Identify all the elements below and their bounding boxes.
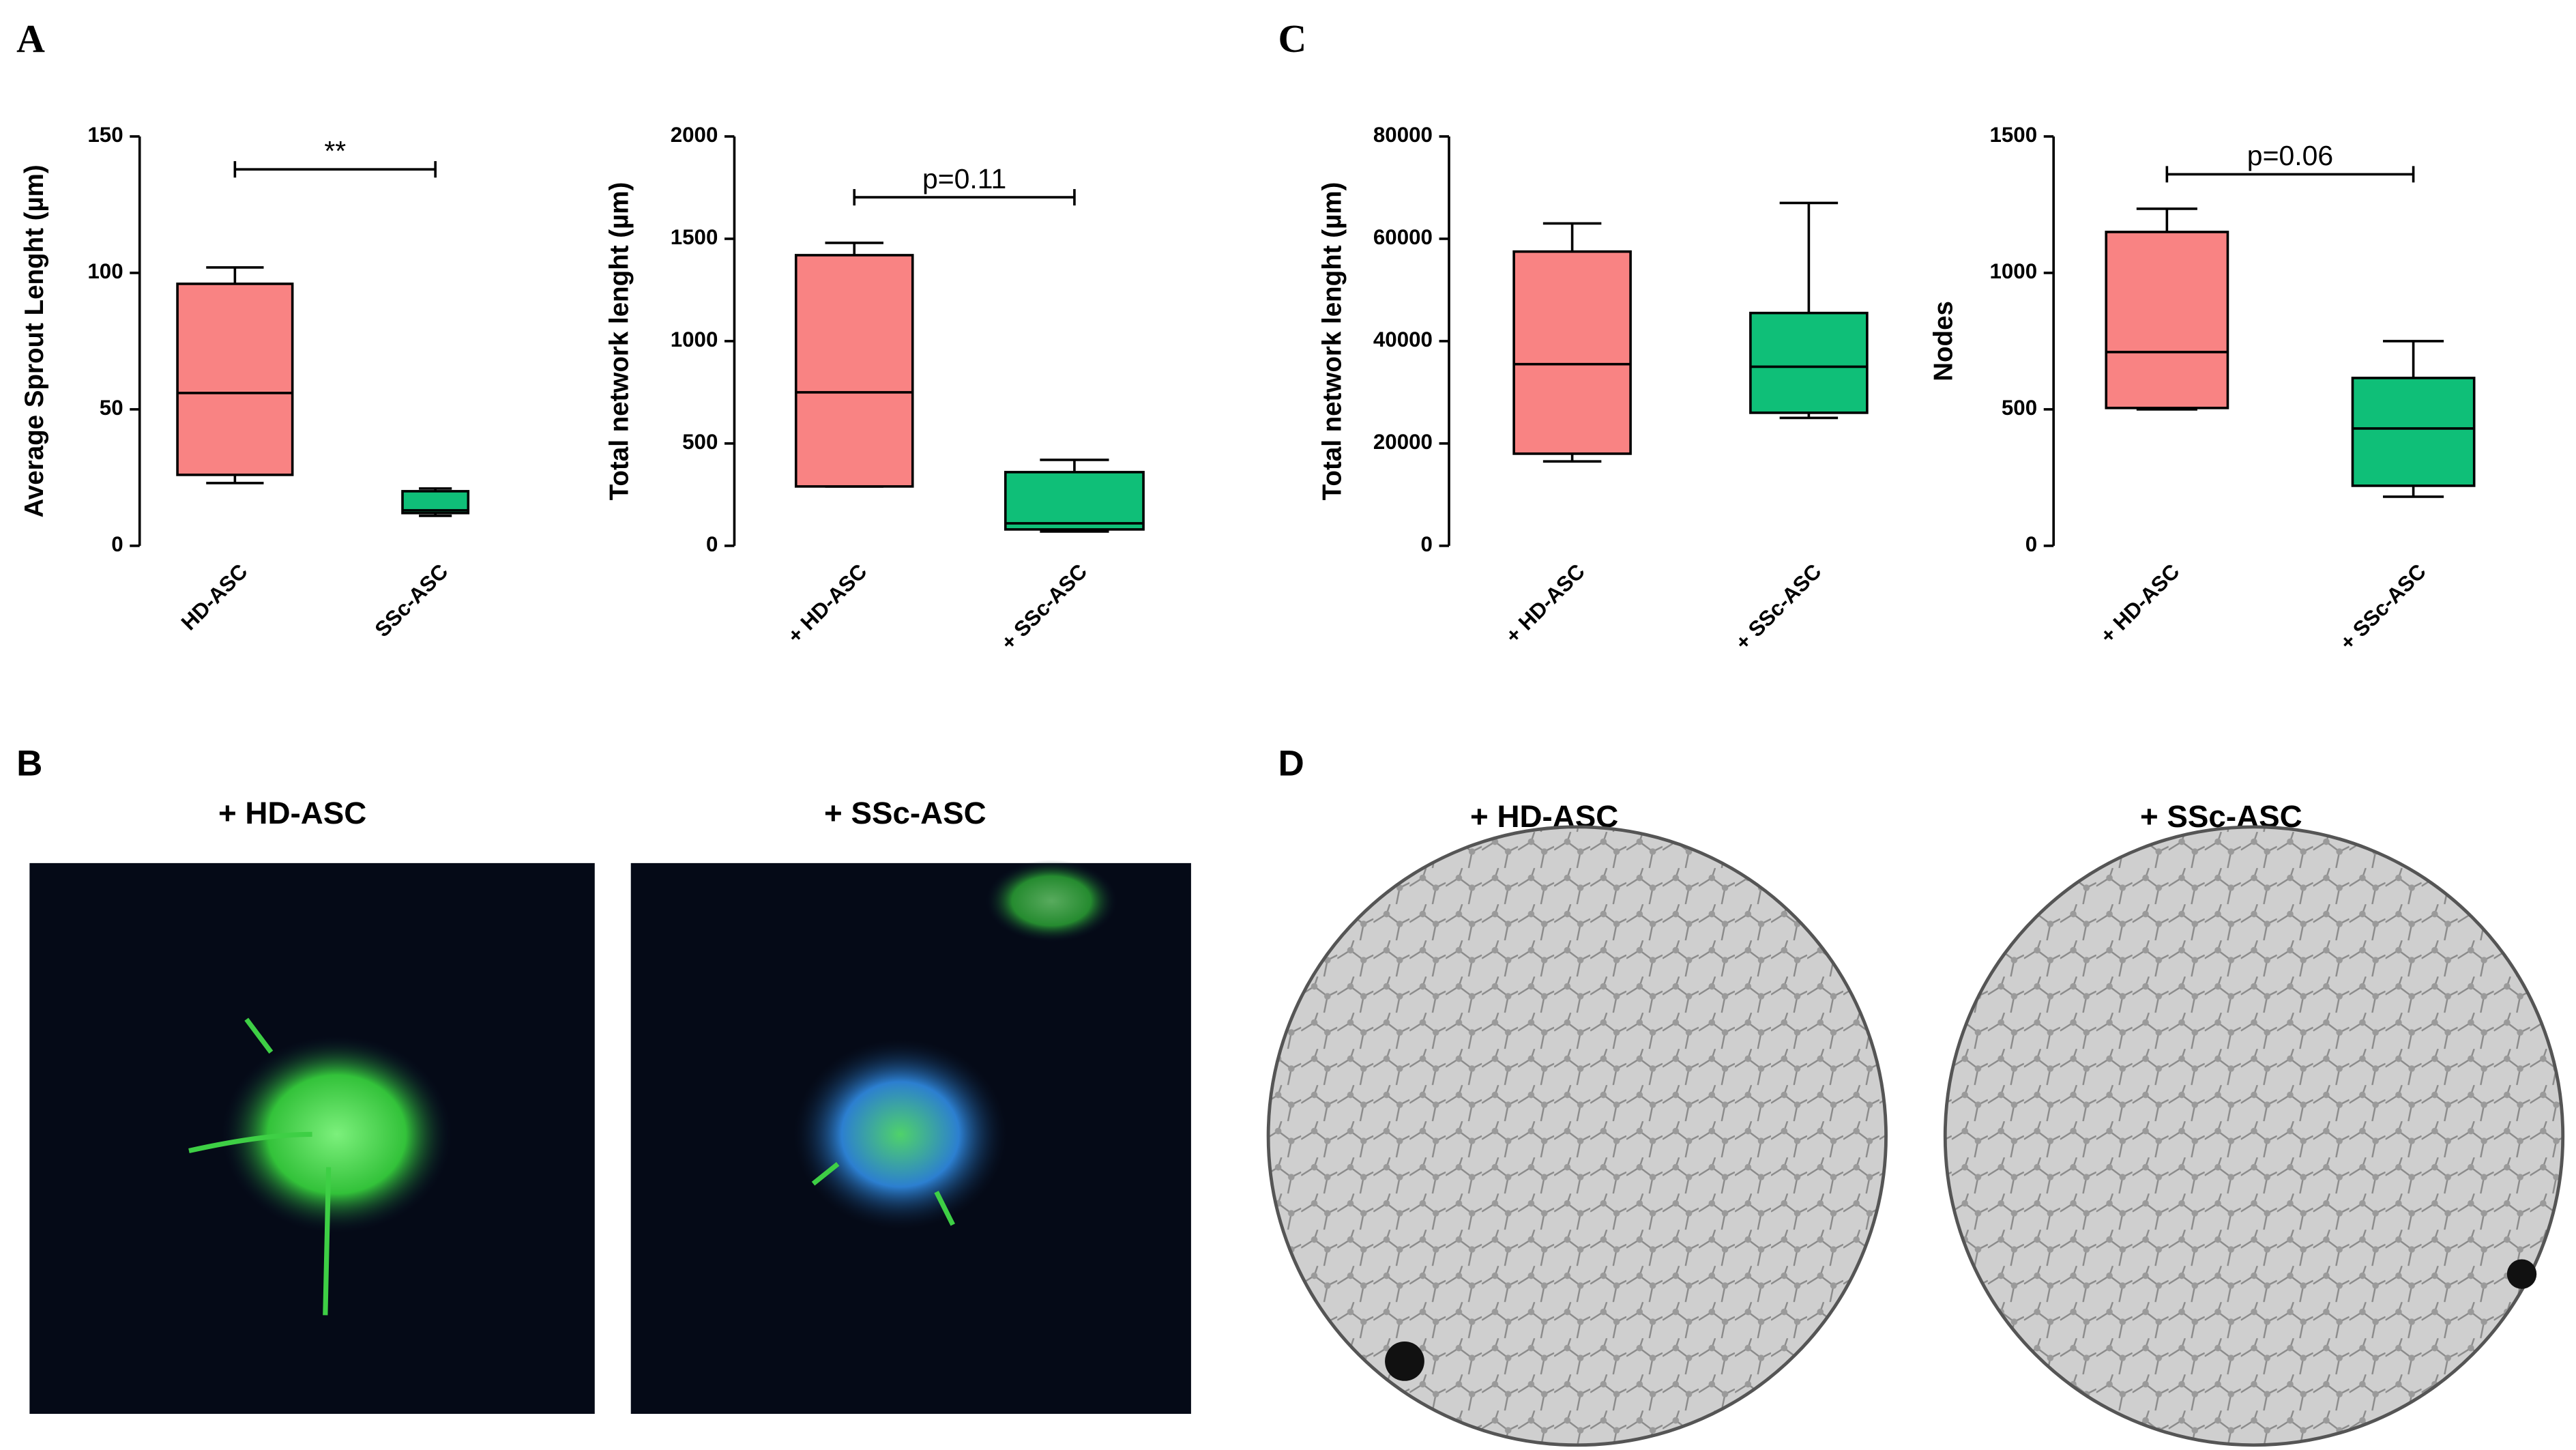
y-axis-label: Average Sprout Lenght (µm) [20, 164, 49, 517]
y-tick-label: 2000 [671, 123, 718, 147]
microscopy-image [1943, 825, 2565, 1447]
box [2105, 231, 2229, 409]
y-tick-label: 20000 [1373, 430, 1433, 454]
y-tick-label: 500 [2002, 396, 2037, 420]
annotation: p=0.11 [922, 163, 1006, 194]
box [176, 282, 294, 476]
x-tick-label: SSc-ASC [370, 560, 453, 642]
y-tick-label: 0 [111, 532, 123, 556]
panel-label: C [1278, 16, 1307, 61]
y-tick-label: 1000 [1990, 259, 2038, 283]
y-axis-label: Total network lenght (µm) [1318, 182, 1347, 501]
x-tick-label: + HD-ASC [1501, 560, 1590, 648]
sprout [188, 1017, 332, 1316]
box [2351, 377, 2476, 487]
panel-label: A [16, 16, 45, 61]
y-tick-label: 60000 [1373, 225, 1433, 249]
y-tick-label: 40000 [1373, 328, 1433, 351]
x-tick-label: + HD-ASC [2096, 560, 2184, 648]
box [1512, 250, 1632, 455]
y-axis-label: Nodes [1929, 301, 1958, 381]
y-tick-label: 0 [2025, 532, 2037, 556]
image-caption: + SSc-ASC [824, 796, 986, 830]
panel-label: B [16, 744, 42, 784]
x-tick-label: + SSc-ASC [2335, 560, 2431, 655]
significance-bracket [853, 189, 1076, 206]
x-tick-label: + HD-ASC [783, 560, 872, 648]
y-tick-label: 50 [100, 396, 123, 420]
artifact [2506, 1259, 2537, 1289]
significance-bracket [233, 161, 437, 178]
y-tick-label: 1500 [671, 225, 718, 249]
y-tick-label: 0 [706, 532, 718, 556]
y-tick-label: 500 [682, 430, 718, 454]
panel-label: D [1278, 744, 1304, 784]
significance-bracket [2165, 166, 2415, 183]
y-axis-label: Total network lenght (µm) [604, 182, 634, 501]
artifact [1385, 1341, 1424, 1381]
spheroid [793, 1039, 1008, 1230]
y-tick-label: 1000 [671, 328, 718, 351]
y-tick-label: 0 [1421, 532, 1433, 556]
box [794, 254, 914, 488]
y-tick-label: 1500 [1990, 123, 2038, 147]
x-tick-label: + SSc-ASC [1731, 560, 1826, 655]
annotation: p=0.06 [2247, 140, 2333, 171]
sprout [811, 1161, 955, 1226]
x-tick-label: + SSc-ASC [996, 560, 1092, 655]
y-tick-label: 150 [87, 123, 123, 147]
y-tick-label: 80000 [1373, 123, 1433, 147]
y-tick-label: 100 [87, 259, 123, 283]
image-caption: + HD-ASC [218, 796, 366, 830]
annotation: ** [324, 135, 346, 166]
spheroid [222, 1035, 452, 1233]
x-tick-label: HD-ASC [177, 560, 252, 635]
box [1749, 311, 1869, 414]
box [1004, 471, 1145, 531]
spheroid [985, 860, 1117, 942]
microscopy-image [1266, 825, 1888, 1447]
